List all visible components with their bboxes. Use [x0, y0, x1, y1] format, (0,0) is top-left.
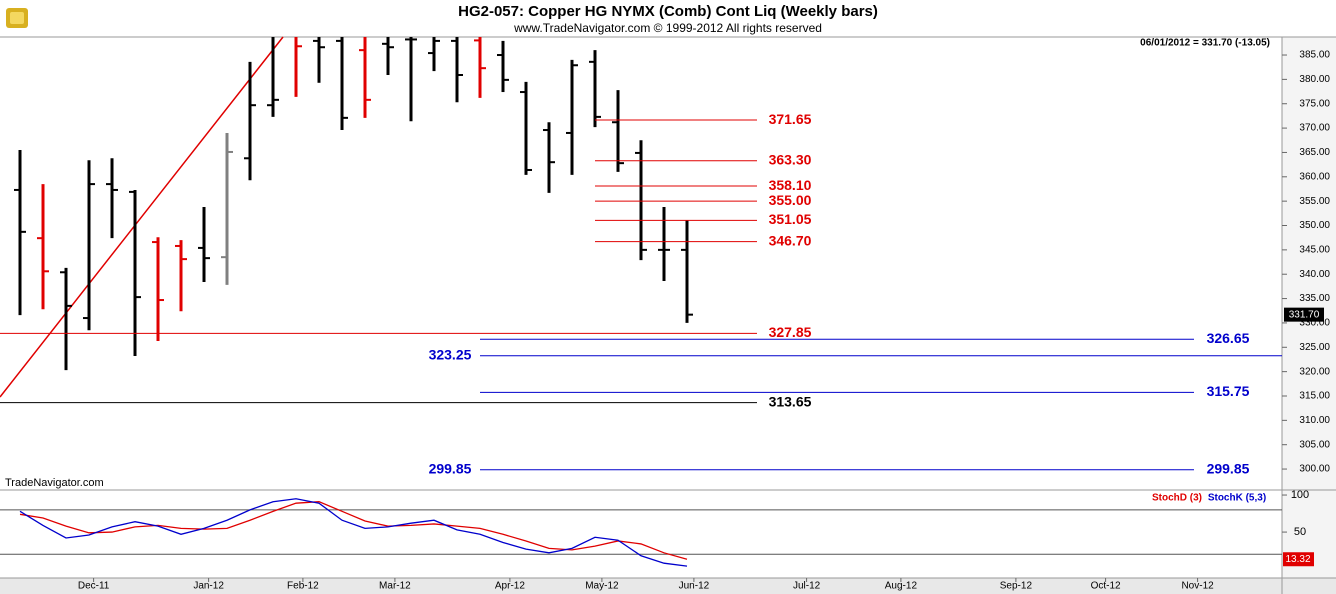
y-tick-label: 335.00 [1299, 293, 1330, 304]
y-tick-label: 330.00 [1299, 318, 1330, 329]
x-tick-label: May-12 [585, 581, 619, 592]
y-tick-label: 355.00 [1299, 196, 1330, 207]
x-tick-label: Jun-12 [679, 581, 710, 592]
stoch-line [19, 498, 688, 567]
y-tick-label: 310.00 [1299, 415, 1330, 426]
level-label: 358.10 [769, 177, 812, 193]
y-tick-label: 300.00 [1299, 464, 1330, 475]
x-tick-label: Aug-12 [885, 581, 918, 592]
y-tick-label: 320.00 [1299, 366, 1330, 377]
x-tick-label: Nov-12 [1181, 581, 1214, 592]
y-tick-label: 350.00 [1299, 220, 1330, 231]
price-axis-bg [1282, 37, 1336, 578]
y-tick-label: 385.00 [1299, 50, 1330, 61]
stoch-line [19, 501, 688, 560]
last-value-label: 13.32 [1285, 554, 1310, 565]
y-tick-label: 325.00 [1299, 342, 1330, 353]
legend-entry: StochD (3) [1152, 493, 1202, 504]
level-label: 299.85 [429, 460, 472, 476]
logo [6, 8, 28, 28]
x-tick-label: Sep-12 [1000, 581, 1033, 592]
last-price-header: 06/01/2012 = 331.70 (-13.05) [1140, 38, 1270, 49]
x-tick-label: Jan-12 [193, 581, 224, 592]
y-tick-label: 305.00 [1299, 439, 1330, 450]
price-marker-box [1284, 307, 1324, 322]
y-tick-label: 340.00 [1299, 269, 1330, 280]
x-tick-label: Oct-12 [1091, 581, 1121, 592]
price-marker-label: 331.70 [1289, 309, 1320, 320]
y-tick-label: 100 [1291, 489, 1309, 501]
y-tick-label: 345.00 [1299, 245, 1330, 256]
y-tick-label: 380.00 [1299, 74, 1330, 85]
level-label: 327.85 [769, 324, 812, 340]
level-label: 323.25 [429, 347, 472, 363]
y-tick-label: 50 [1294, 526, 1306, 538]
x-tick-label: Jul-12 [793, 581, 821, 592]
stoch-panel [0, 498, 1282, 567]
price-panel [14, 37, 693, 371]
y-tick-label: 360.00 [1299, 171, 1330, 182]
x-tick-label: Feb-12 [287, 581, 319, 592]
level-label: 355.00 [769, 192, 812, 208]
level-label: 315.75 [1207, 383, 1250, 399]
y-tick-label: 375.00 [1299, 98, 1330, 109]
title-bar [0, 0, 1336, 37]
watermark: TradeNavigator.com [5, 477, 104, 489]
level-label: 371.65 [769, 111, 812, 127]
y-tick-label: 315.00 [1299, 391, 1330, 402]
x-tick-label: Dec-11 [78, 581, 110, 592]
y-tick-label: 365.00 [1299, 147, 1330, 158]
x-tick-label: Apr-12 [495, 581, 525, 592]
level-label: 299.85 [1207, 460, 1250, 476]
last-value-box [1283, 552, 1314, 567]
x-tick-label: Mar-12 [379, 581, 411, 592]
level-label: 346.70 [769, 232, 812, 248]
chart-subtitle: www.TradeNavigator.com © 1999-2012 All r… [513, 21, 822, 35]
level-label: 351.05 [769, 211, 812, 227]
trend-line [0, 36, 284, 398]
level-label: 363.30 [769, 151, 812, 167]
time-axis-bg [0, 578, 1336, 594]
legend-entry: StochK (5,3) [1208, 493, 1266, 504]
level-label: 326.65 [1207, 330, 1250, 346]
level-label: 313.65 [769, 393, 812, 409]
y-tick-label: 370.00 [1299, 123, 1330, 134]
chart-title: HG2-057: Copper HG NYMX (Comb) Cont Liq … [458, 3, 878, 20]
